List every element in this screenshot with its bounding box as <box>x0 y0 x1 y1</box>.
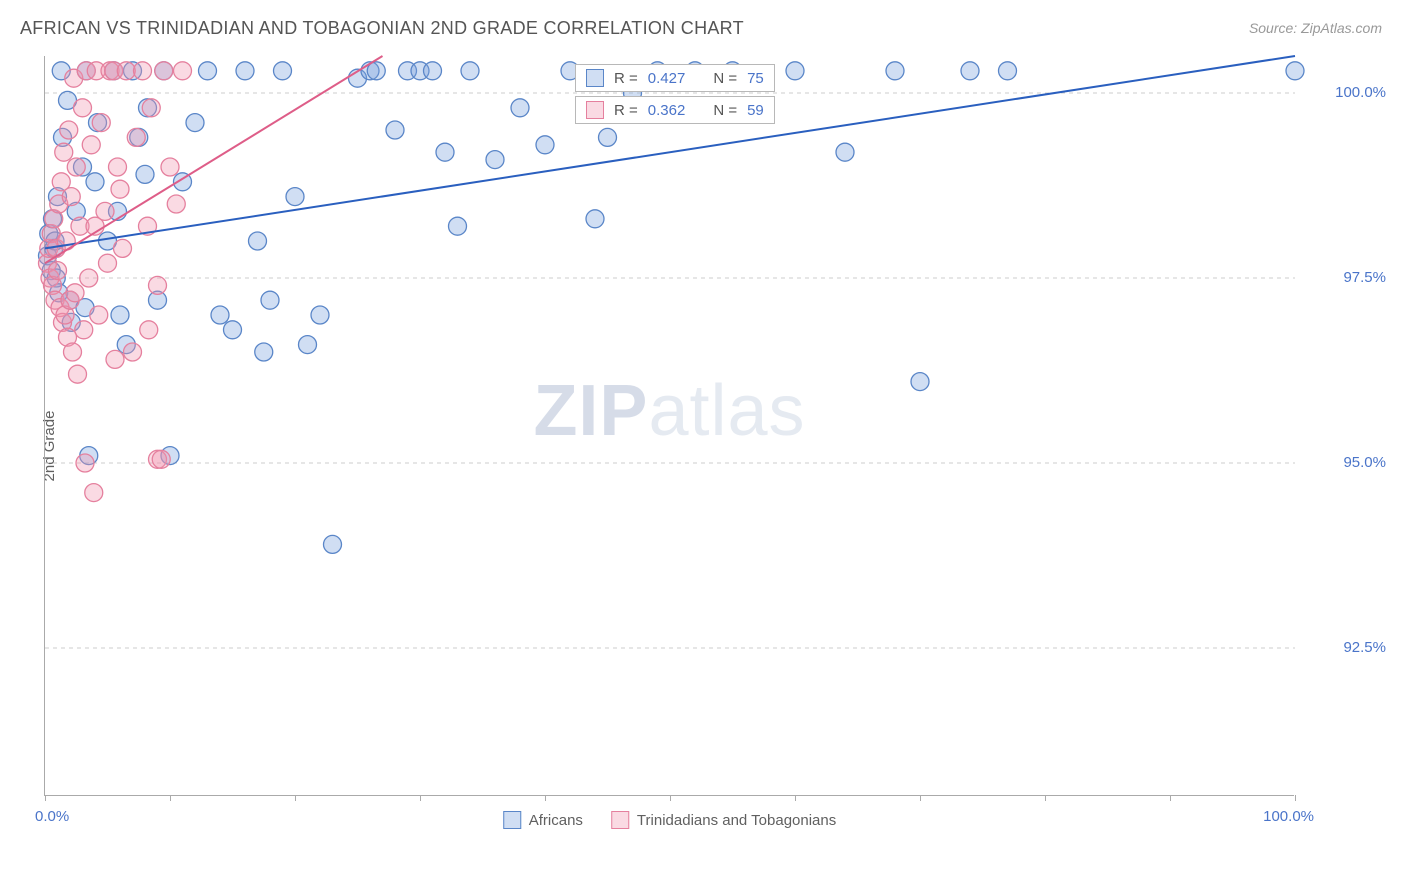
x-tick-mark <box>1295 795 1296 801</box>
x-tick-mark <box>795 795 796 801</box>
y-tick-label: 95.0% <box>1306 454 1386 471</box>
x-tick-mark <box>1170 795 1171 801</box>
legend-swatch-1 <box>503 811 521 829</box>
swatch-series-1 <box>586 69 604 87</box>
x-tick-mark <box>420 795 421 801</box>
source-attribution: Source: ZipAtlas.com <box>1249 20 1382 36</box>
x-tick-mark <box>920 795 921 801</box>
legend-label-1: Africans <box>529 812 583 829</box>
legend-item-1: Africans <box>503 811 583 829</box>
n-value-1: 75 <box>747 70 764 87</box>
legend-swatch-2 <box>611 811 629 829</box>
chart-container: AFRICAN VS TRINIDADIAN AND TOBAGONIAN 2N… <box>0 0 1406 892</box>
plot-area: ZIPatlas R = 0.427 N = 75 R = 0.362 N = … <box>44 56 1294 796</box>
x-tick-mark <box>545 795 546 801</box>
x-tick-mark <box>295 795 296 801</box>
correlation-box-2: R = 0.362 N = 59 <box>575 96 775 124</box>
legend-label-2: Trinidadians and Tobagonians <box>637 812 836 829</box>
legend-item-2: Trinidadians and Tobagonians <box>611 811 836 829</box>
y-tick-label: 97.5% <box>1306 269 1386 286</box>
x-tick-origin: 0.0% <box>35 808 69 825</box>
r-label: R = <box>614 70 638 87</box>
chart-title: AFRICAN VS TRINIDADIAN AND TOBAGONIAN 2N… <box>20 18 744 39</box>
r-value-1: 0.427 <box>648 70 686 87</box>
swatch-series-2 <box>586 101 604 119</box>
x-tick-mark <box>1045 795 1046 801</box>
r-label: R = <box>614 102 638 119</box>
x-tick-max: 100.0% <box>1263 808 1314 825</box>
n-label: N = <box>713 70 737 87</box>
y-tick-label: 100.0% <box>1306 84 1386 101</box>
x-tick-mark <box>670 795 671 801</box>
correlation-box-1: R = 0.427 N = 75 <box>575 64 775 92</box>
x-tick-mark <box>45 795 46 801</box>
x-tick-mark <box>170 795 171 801</box>
r-value-2: 0.362 <box>648 102 686 119</box>
chart-svg <box>45 56 1294 795</box>
y-tick-label: 92.5% <box>1306 639 1386 656</box>
n-label: N = <box>713 102 737 119</box>
n-value-2: 59 <box>747 102 764 119</box>
legend: Africans Trinidadians and Tobagonians <box>503 811 837 829</box>
